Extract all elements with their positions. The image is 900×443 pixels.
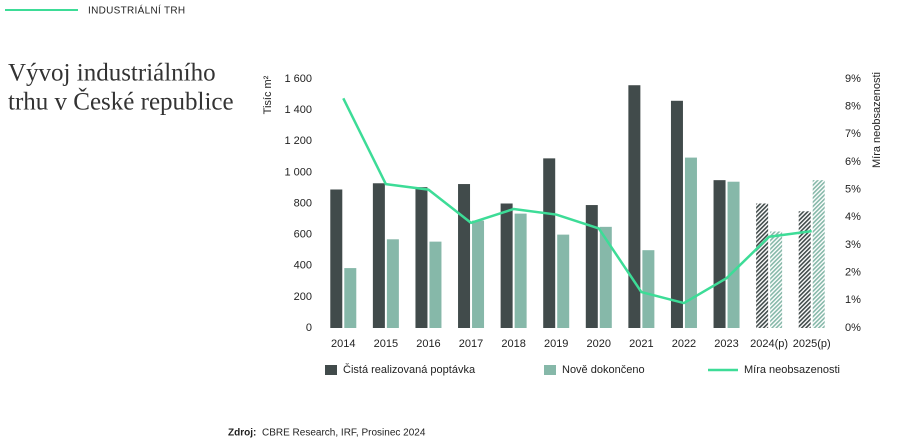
y-tick-label: 400 bbox=[294, 260, 312, 272]
y2-tick-label: 8% bbox=[845, 101, 861, 113]
y2-tick-label: 1% bbox=[845, 294, 861, 306]
bar bbox=[330, 189, 343, 328]
x-tick-label: 2023 bbox=[714, 338, 738, 350]
x-tick-label: 2025(p) bbox=[793, 338, 831, 350]
y2-tick-label: 2% bbox=[845, 267, 861, 279]
y2-tick-label: 6% bbox=[845, 156, 861, 168]
x-tick-label: 2017 bbox=[459, 338, 483, 350]
y-tick-label: 1 200 bbox=[284, 135, 312, 147]
bar bbox=[429, 241, 442, 328]
source: CBRE Research, IRF, Prosinec 2024 bbox=[262, 428, 426, 439]
y2-tick-label: 9% bbox=[845, 73, 861, 85]
bar bbox=[514, 213, 527, 328]
x-tick-label: 2020 bbox=[587, 338, 611, 350]
header: INDUSTRIÁLNÍ TRH bbox=[88, 4, 185, 17]
bar bbox=[386, 239, 399, 328]
bar bbox=[458, 184, 471, 328]
bar bbox=[727, 181, 740, 328]
y-tick-label: 200 bbox=[294, 291, 312, 303]
bar bbox=[684, 157, 697, 328]
y2-tick-label: 0% bbox=[845, 322, 861, 334]
y2-tick-label: 7% bbox=[845, 128, 861, 140]
legend-swatch bbox=[544, 365, 556, 375]
bar bbox=[756, 203, 769, 328]
bar bbox=[585, 205, 598, 328]
title-line: trhu v České republice bbox=[8, 88, 234, 116]
y-tick-label: 0 bbox=[306, 322, 312, 334]
x-tick-label: 2021 bbox=[629, 338, 653, 350]
bar bbox=[812, 180, 825, 328]
y-tick-label: 1 600 bbox=[284, 73, 312, 85]
bar bbox=[472, 220, 485, 328]
bar bbox=[642, 250, 655, 328]
source-label: Zdroj: bbox=[228, 428, 256, 439]
bar bbox=[344, 268, 357, 328]
bar bbox=[415, 187, 428, 328]
y-tick-label: 1 000 bbox=[284, 166, 312, 178]
x-tick-label: 2014 bbox=[331, 338, 355, 350]
x-tick-label: 2018 bbox=[501, 338, 525, 350]
y2-tick-label: 5% bbox=[845, 184, 861, 196]
bar bbox=[599, 226, 612, 328]
bar bbox=[798, 211, 811, 328]
bar bbox=[713, 180, 726, 328]
bar bbox=[500, 203, 513, 328]
legend-label: Nově dokončeno bbox=[562, 364, 645, 376]
x-tick-label: 2016 bbox=[416, 338, 440, 350]
x-tick-label: 2019 bbox=[544, 338, 568, 350]
x-tick-label: 2022 bbox=[672, 338, 696, 350]
y-tick-label: 1 400 bbox=[284, 104, 312, 116]
legend-label: Čistá realizovaná poptávka bbox=[343, 363, 476, 376]
x-tick-label: 2024(p) bbox=[750, 338, 788, 350]
legend-swatch bbox=[325, 365, 337, 375]
y2-tick-label: 4% bbox=[845, 211, 861, 223]
bar bbox=[770, 231, 783, 328]
y-tick-label: 800 bbox=[294, 197, 312, 209]
x-tick-label: 2015 bbox=[374, 338, 398, 350]
y-axis-label: Tisíc m² bbox=[262, 75, 274, 114]
y2-axis-label: Míra neobsazenosti bbox=[871, 72, 883, 168]
y-tick-label: 600 bbox=[294, 229, 312, 241]
bar bbox=[372, 183, 385, 328]
line bbox=[342, 97, 812, 305]
bar bbox=[670, 100, 683, 328]
y2-tick-label: 3% bbox=[845, 239, 861, 251]
legend-label: Míra neobsazenosti bbox=[744, 364, 840, 376]
bar bbox=[628, 85, 641, 328]
title-line: Vývoj industriálního bbox=[8, 60, 216, 87]
bar bbox=[543, 158, 556, 328]
bar bbox=[557, 234, 570, 328]
